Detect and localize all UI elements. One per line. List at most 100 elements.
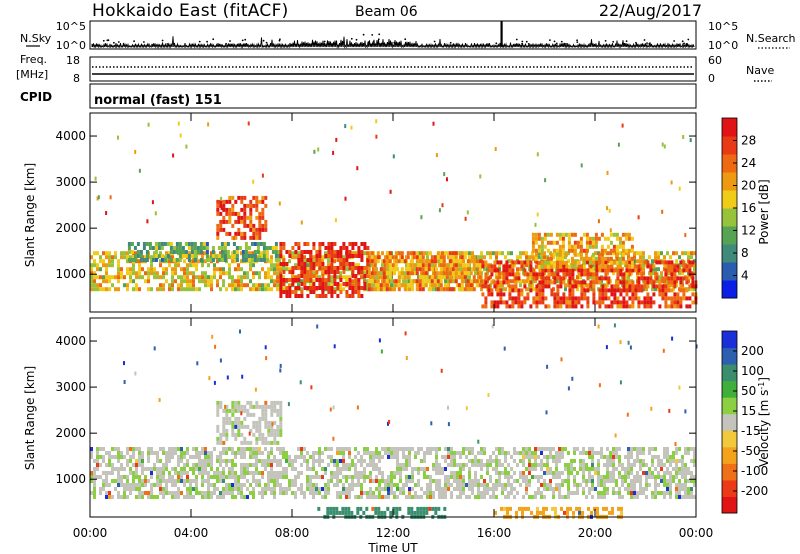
heatmap-cell	[105, 471, 108, 475]
heatmap-cell	[621, 244, 625, 249]
heatmap-cell	[439, 267, 443, 272]
heatmap-cell	[165, 483, 168, 487]
heatmap-cell	[333, 278, 337, 282]
heatmap-cell	[380, 510, 384, 515]
heatmap-cell	[583, 268, 587, 273]
heatmap-cell	[288, 463, 291, 467]
heatmap-cell	[126, 451, 129, 455]
heatmap-cell	[576, 471, 579, 475]
heatmap-cell	[580, 163, 583, 168]
heatmap-cell	[252, 195, 256, 200]
heatmap-cell	[546, 364, 549, 369]
heatmap-cell	[660, 475, 663, 479]
heatmap-cell	[393, 447, 396, 451]
heatmap-cell	[609, 475, 612, 479]
heatmap-cell	[261, 459, 264, 463]
heatmap-cell	[639, 467, 642, 471]
heatmap-cell	[651, 495, 654, 499]
heatmap-cell	[265, 258, 269, 262]
heatmap-cell	[438, 467, 441, 471]
heatmap-cell	[261, 495, 264, 499]
heatmap-cell	[679, 280, 683, 285]
heatmap-cell	[133, 254, 137, 258]
heatmap-cell	[454, 267, 458, 272]
heatmap-cell	[444, 279, 447, 284]
heatmap-cell	[561, 471, 564, 475]
heatmap-cell	[360, 495, 363, 499]
heatmap-cell	[382, 271, 386, 276]
heatmap-cell	[282, 255, 285, 260]
heatmap-cell	[627, 447, 630, 451]
heatmap-cell	[345, 487, 348, 491]
heatmap-cell	[537, 264, 541, 269]
heatmap-cell	[219, 491, 222, 495]
heatmap-cell	[522, 451, 525, 455]
heatmap-cell	[531, 244, 535, 249]
heatmap-cell	[291, 266, 295, 270]
heatmap-cell	[505, 264, 509, 269]
heatmap-cell	[561, 479, 564, 483]
nsky-label: N.Sky	[20, 32, 52, 45]
heatmap-cell	[333, 344, 336, 349]
nsky-point	[549, 39, 551, 41]
heatmap-cell	[366, 495, 369, 499]
heatmap-cell	[225, 199, 229, 204]
heatmap-cell	[672, 251, 675, 256]
heatmap-cell	[516, 267, 519, 272]
heatmap-cell	[327, 254, 331, 258]
heatmap-cell	[466, 287, 470, 292]
heatmap-cell	[669, 479, 672, 483]
heatmap-cell	[162, 487, 165, 491]
heatmap-cell	[330, 246, 334, 250]
heatmap-cell	[613, 323, 616, 328]
heatmap-cell	[546, 463, 549, 467]
heatmap-cell	[531, 495, 534, 499]
heatmap-cell	[342, 262, 346, 266]
heatmap-cell	[580, 284, 584, 289]
heatmap-cell	[231, 255, 234, 260]
heatmap-cell	[507, 475, 510, 479]
heatmap-cell	[585, 240, 589, 245]
heatmap-cell	[93, 491, 96, 495]
heatmap-cell	[509, 506, 512, 511]
heatmap-cell	[151, 200, 154, 205]
heatmap-cell	[342, 467, 345, 471]
heatmap-cell	[379, 287, 383, 292]
heatmap-cell	[597, 451, 600, 455]
heatmap-cell	[93, 271, 96, 276]
heatmap-cell	[678, 459, 681, 463]
heatmap-cell	[216, 467, 219, 471]
heatmap-cell	[618, 471, 621, 475]
heatmap-cell	[640, 284, 644, 289]
heatmap-cell	[309, 278, 313, 282]
heatmap-cell	[123, 251, 126, 256]
heatmap-cell	[591, 475, 594, 479]
heatmap-cell	[535, 284, 539, 289]
heatmap-cell	[219, 436, 223, 441]
heatmap-cell	[682, 276, 686, 281]
heatmap-cell	[282, 275, 285, 280]
heatmap-cell	[150, 491, 153, 495]
heatmap-cell	[471, 491, 474, 495]
heatmap-cell	[102, 471, 105, 475]
heatmap-cell	[258, 404, 262, 409]
heatmap-cell	[336, 282, 340, 286]
heatmap-cell	[168, 263, 171, 268]
heatmap-cell	[570, 232, 574, 237]
heatmap-cell	[294, 475, 297, 479]
heatmap-cell	[129, 487, 132, 491]
heatmap-cell	[538, 288, 542, 293]
heatmap-cell	[201, 467, 204, 471]
heatmap-cell	[444, 479, 447, 483]
heatmap-cell	[666, 479, 669, 483]
heatmap-cell	[321, 271, 324, 276]
heatmap-cell	[531, 283, 534, 288]
heatmap-cell	[354, 282, 358, 286]
heatmap-cell	[261, 207, 265, 212]
heatmap-cell	[651, 447, 654, 451]
heatmap-cell	[252, 420, 256, 425]
heatmap-cell	[612, 251, 615, 256]
heatmap-cell	[99, 267, 102, 272]
heatmap-cell	[567, 463, 570, 467]
heatmap-cell	[153, 271, 156, 276]
